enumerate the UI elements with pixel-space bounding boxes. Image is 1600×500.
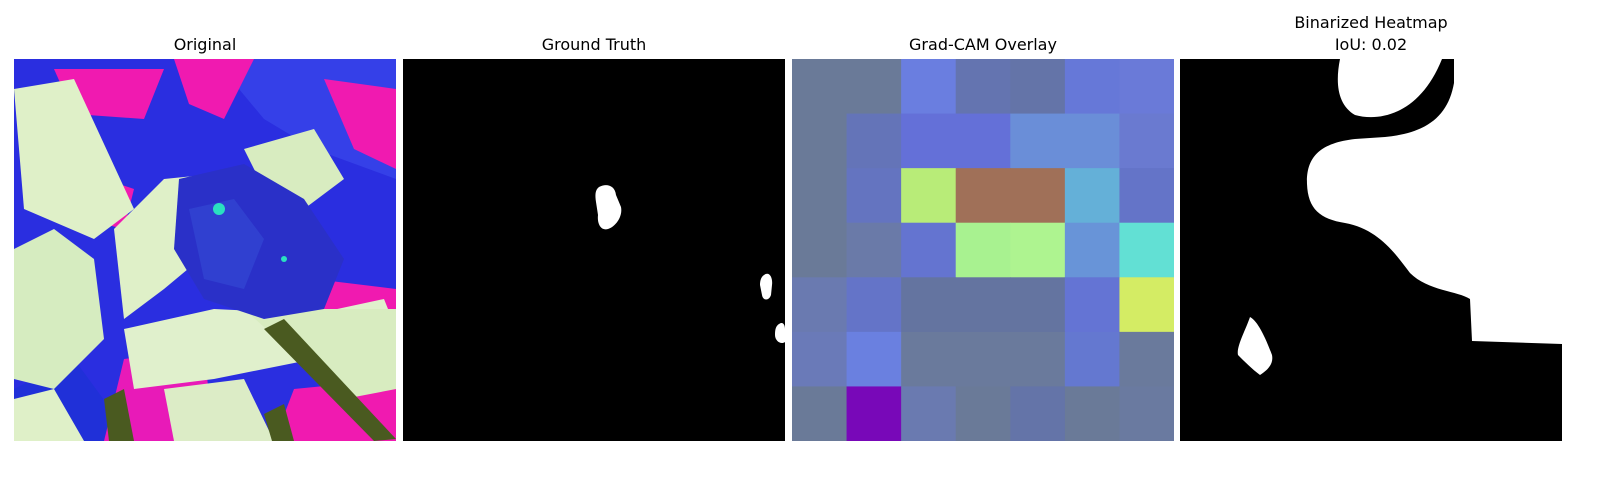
heatmap-cell [847,114,902,169]
heatmap-cell [956,332,1011,387]
heatmap-cell [1010,59,1065,114]
panel-title: Original [14,35,396,54]
heatmap-cell [1065,114,1120,169]
heatmap-cell [901,168,956,223]
panel-title: Binarized Heatmap [1180,13,1562,32]
heatmap-cell [1065,386,1120,441]
heatmap-cell [956,386,1011,441]
heatmap-cell [847,332,902,387]
heatmap-cell [956,223,1011,278]
heatmap-cell [901,386,956,441]
heatmap-cell [956,277,1011,332]
ground-truth-mask [403,59,785,441]
heatmap-cell [847,59,902,114]
gradcam-overlay-image [792,59,1174,441]
heatmap-cell [1119,277,1174,332]
heatmap-cell [792,223,847,278]
heatmap-cell [847,223,902,278]
heatmap-cell [1065,59,1120,114]
heatmap-cell [1119,168,1174,223]
heatmap-cell [956,59,1011,114]
heatmap-cell [792,332,847,387]
heatmap-cell [1065,168,1120,223]
leaf-image [14,59,396,441]
panel-gradcam-overlay: Grad-CAM Overlay [792,0,1174,440]
heatmap-cell [956,114,1011,169]
heatmap-cell [847,386,902,441]
heatmap-cell [1010,114,1065,169]
heatmap-cell [1065,277,1120,332]
panel-title: Ground Truth [403,35,785,54]
heatmap-cell [792,168,847,223]
original-image [14,59,396,441]
panel-title: Grad-CAM Overlay [792,35,1174,54]
heatmap-cell [1010,168,1065,223]
panel-subtitle: IoU: 0.02 [1180,35,1562,54]
panel-binarized-heatmap: Binarized Heatmap IoU: 0.02 [1180,0,1562,440]
heatmap-cell [1010,332,1065,387]
heatmap-cell [792,59,847,114]
heatmap-cell [792,277,847,332]
binary-mask [1180,59,1562,441]
binarized-heatmap-image [1180,59,1562,441]
heatmap-cell [901,114,956,169]
heatmap-cell [901,332,956,387]
heatmap-cell [792,386,847,441]
heatmap-cell [1010,386,1065,441]
panel-ground-truth: Ground Truth [403,0,785,440]
panel-original: Original [14,0,396,440]
heatmap-cell [1119,59,1174,114]
heatmap-cell [1119,114,1174,169]
mask-image [403,59,785,441]
heatmap-cell [847,168,902,223]
heatmap-cell [792,114,847,169]
heatmap-cell [1065,223,1120,278]
gradcam-heatmap [792,59,1174,441]
heatmap-cell [901,223,956,278]
heatmap-cell [1119,223,1174,278]
heatmap-cell [847,277,902,332]
heatmap-cell [901,59,956,114]
heatmap-cell [956,168,1011,223]
heatmap-cell [1119,332,1174,387]
heatmap-cell [901,277,956,332]
heatmap-cell [1119,386,1174,441]
heatmap-cell [1010,277,1065,332]
heatmap-cell [1065,332,1120,387]
heatmap-cell [1010,223,1065,278]
